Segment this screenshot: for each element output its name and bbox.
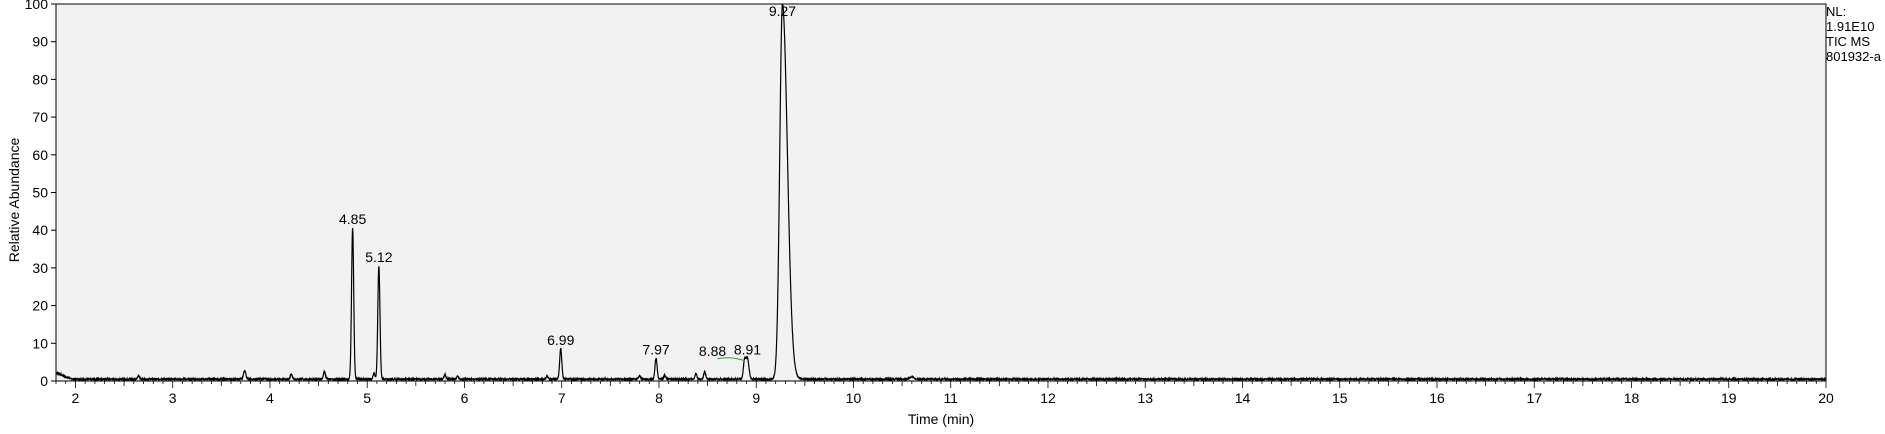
x-axis: 2 3 4 5 6 7 8 9 10 11 12 13 14 15 16 17 18 19 20 <box>55 381 1834 406</box>
x-tick-label: 4 <box>266 390 274 406</box>
y-tick-label: 80 <box>32 71 48 87</box>
x-tick-label: 17 <box>1526 390 1542 406</box>
y-tick-label: 40 <box>32 222 48 238</box>
peak-label: 9.27 <box>769 3 796 19</box>
x-tick-label: 13 <box>1137 390 1153 406</box>
x-tick-label: 6 <box>461 390 469 406</box>
x-tick-label: 3 <box>169 390 177 406</box>
plot-area <box>55 3 1827 382</box>
sample-name: 801932-a <box>1826 49 1881 64</box>
x-tick-label: 7 <box>558 390 566 406</box>
y-tick-label: 0 <box>40 373 48 389</box>
tic-trace <box>55 3 1827 383</box>
trace-info-panel: NL: 1.91E10 TIC MS 801932-a <box>1826 4 1885 64</box>
x-tick-label: 16 <box>1429 390 1445 406</box>
x-tick-label: 15 <box>1332 390 1348 406</box>
y-axis: 0 10 20 30 40 50 60 70 80 90 100 <box>25 0 56 389</box>
y-tick-label: 100 <box>25 0 49 12</box>
y-tick-label: 50 <box>32 185 48 201</box>
y-tick-label: 60 <box>32 147 48 163</box>
x-tick-label: 11 <box>943 390 958 406</box>
y-tick-label: 20 <box>32 298 48 314</box>
normalization-value: 1.91E10 <box>1826 19 1875 34</box>
peak-label: 8.88 <box>699 343 726 359</box>
y-axis-title: Relative Abundance <box>6 138 22 263</box>
x-tick-label: 18 <box>1624 390 1640 406</box>
x-tick-label: 2 <box>72 390 80 406</box>
peak-label: 4.85 <box>339 211 366 227</box>
peak-label: 7.97 <box>642 341 669 357</box>
x-axis-title: Time (min) <box>908 411 974 427</box>
peak-labels: 4.85 5.12 6.99 7.97 8.88 8.91 9.27 <box>339 3 796 359</box>
x-tick-label: 19 <box>1721 390 1737 406</box>
peak-label: 8.91 <box>734 341 761 357</box>
x-tick-label: 10 <box>846 390 862 406</box>
trace-type: TIC MS <box>1826 34 1871 49</box>
normalization-label: NL: <box>1826 4 1847 19</box>
x-tick-label: 8 <box>655 390 663 406</box>
x-tick-label: 14 <box>1235 390 1251 406</box>
y-tick-label: 90 <box>32 34 48 50</box>
x-tick-label: 9 <box>752 390 760 406</box>
x-tick-label: 20 <box>1818 390 1834 406</box>
peak-label: 5.12 <box>365 249 392 265</box>
x-tick-label: 12 <box>1040 390 1056 406</box>
integration-baseline <box>717 357 745 362</box>
y-tick-label: 30 <box>32 260 48 276</box>
peak-label: 6.99 <box>547 332 574 348</box>
y-tick-label: 70 <box>32 109 48 125</box>
y-tick-label: 10 <box>32 335 48 351</box>
x-tick-label: 5 <box>363 390 371 406</box>
